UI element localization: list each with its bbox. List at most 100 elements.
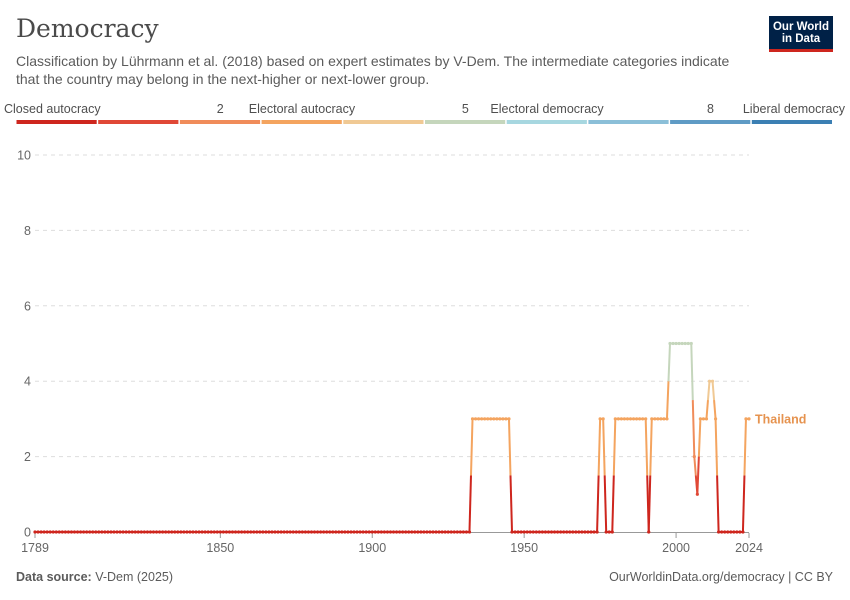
series-point <box>449 530 453 534</box>
series-point <box>209 530 213 534</box>
series-point <box>127 530 131 534</box>
series-point <box>218 530 222 534</box>
series-point <box>568 530 572 534</box>
data-source-label: Data source: <box>16 570 92 584</box>
series-segment <box>644 418 649 476</box>
series-point <box>707 379 712 383</box>
series-point <box>121 530 125 534</box>
series-point <box>203 530 207 534</box>
series-point <box>285 530 289 534</box>
series-point <box>227 530 232 534</box>
series-point <box>243 530 247 534</box>
series-point <box>686 341 690 346</box>
series-point <box>197 530 201 534</box>
series-segment <box>468 475 472 533</box>
series-point <box>279 530 283 534</box>
owid-logo[interactable]: Our World in Data <box>769 16 833 52</box>
series-point <box>413 530 417 534</box>
series-point <box>63 530 67 534</box>
series-point <box>291 530 295 534</box>
series-point <box>42 530 46 534</box>
series-point <box>483 417 487 421</box>
y-tick-label: 2 <box>24 450 31 464</box>
legend-swatch-7 <box>588 120 669 124</box>
logo-line-1: Our World <box>772 21 829 33</box>
series-point <box>601 417 605 421</box>
series-point <box>173 530 177 534</box>
series-point <box>634 417 639 421</box>
legend-swatch-2 <box>179 120 261 124</box>
series-point <box>75 530 80 534</box>
series-point <box>51 530 55 534</box>
series-point <box>309 530 314 534</box>
series-point <box>103 530 107 534</box>
series-point <box>689 341 693 346</box>
series-point <box>495 417 499 421</box>
series-segment <box>691 400 696 457</box>
series-point <box>148 530 153 534</box>
series-point <box>124 530 128 534</box>
series-point <box>404 530 408 534</box>
series-point <box>747 417 751 421</box>
series-point <box>580 530 584 534</box>
series-point <box>240 530 244 534</box>
y-axis: 0 2 4 6 8 10 <box>17 149 31 540</box>
series-point <box>431 530 435 534</box>
series-point <box>416 530 420 534</box>
series-point <box>726 530 730 534</box>
series-point <box>273 530 277 534</box>
series-point <box>616 417 620 421</box>
series-point <box>72 530 77 534</box>
series-point <box>91 530 95 534</box>
series-point <box>704 417 709 421</box>
series-point <box>170 530 174 534</box>
series-point <box>182 530 186 534</box>
series-point <box>437 530 441 534</box>
series-point <box>428 530 432 534</box>
legend-swatch-0 <box>16 120 97 124</box>
y-tick-label: 0 <box>24 526 31 540</box>
series-point <box>401 530 405 534</box>
legend-swatch-1 <box>98 120 179 124</box>
series-point <box>543 530 548 534</box>
series-point <box>677 341 681 346</box>
series-point <box>422 530 426 534</box>
series-segment <box>705 399 709 419</box>
series-point <box>604 530 608 534</box>
series-label-thailand: Thailand <box>755 412 806 426</box>
series-segment <box>690 343 694 401</box>
series-points <box>33 341 751 534</box>
series-point <box>613 417 617 421</box>
series-point <box>622 417 627 421</box>
series-segment <box>741 475 746 533</box>
series-point <box>236 530 241 534</box>
series-point <box>434 530 438 534</box>
series-point <box>668 341 672 346</box>
series-segment <box>602 418 606 476</box>
series-point <box>355 530 359 534</box>
legend-label: Electoral democracy <box>490 102 604 116</box>
series-lines <box>35 342 749 533</box>
series-point <box>94 530 98 534</box>
series-point <box>185 530 189 534</box>
series-point <box>647 530 651 534</box>
series-point <box>659 417 663 421</box>
series-point <box>455 530 459 534</box>
series-point <box>85 530 89 534</box>
data-source-value[interactable]: V-Dem (2025) <box>95 570 174 584</box>
x-tick-label: 2024 <box>735 541 763 555</box>
series-point <box>319 530 323 534</box>
series-point <box>394 530 399 534</box>
series-point <box>735 530 739 534</box>
series-point <box>282 530 286 534</box>
series-labels: Thailand <box>755 412 806 426</box>
series-point <box>516 530 520 534</box>
series-point <box>559 530 563 534</box>
footer-link[interactable]: OurWorldinData.org/democracy | CC BY <box>609 570 833 584</box>
series-point <box>641 417 645 421</box>
chart-subtitle: Classification by Lührmann et al. (2018)… <box>16 53 730 87</box>
series-point <box>650 417 654 421</box>
series-point <box>206 530 210 534</box>
series-point <box>531 530 535 534</box>
series-point <box>252 530 256 534</box>
